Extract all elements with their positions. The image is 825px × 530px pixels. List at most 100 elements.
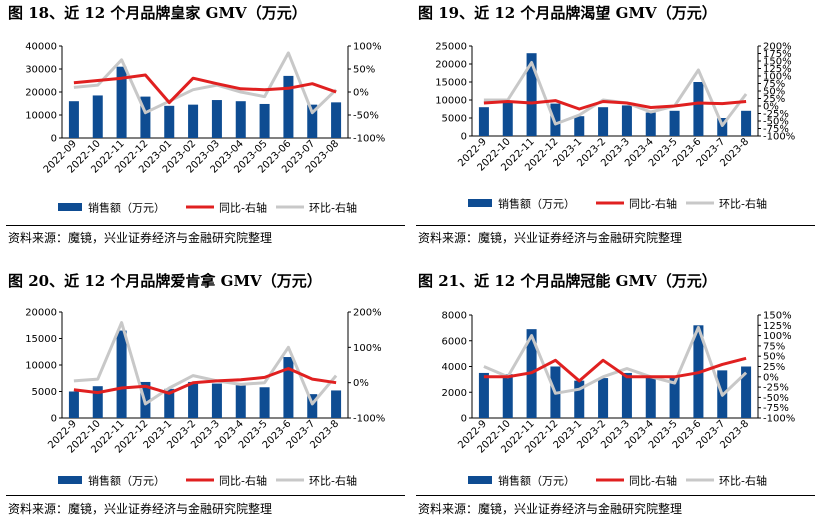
legend-label: 销售额（万元）	[498, 197, 575, 211]
right-tick-label: 150%	[763, 311, 792, 322]
bar	[550, 103, 561, 136]
right-tick-label: 175%	[763, 49, 792, 60]
bar	[211, 383, 222, 418]
mom-line	[483, 61, 748, 127]
chart-panel-4: 图 21、近 12 个月品牌冠能 GMV（万元） 0 2000 4000 6000 80…	[410, 268, 815, 530]
legend-label: 环比-右轴	[309, 201, 357, 215]
legend-label: 销售额（万元）	[88, 474, 165, 488]
legend-label: 环比-右轴	[309, 474, 357, 488]
source-note: 资料来源：魔镜，兴业证券经济与金融研究院整理	[8, 502, 273, 516]
left-tick-label: 20000	[435, 60, 467, 71]
left-tick-label: 4000	[442, 362, 467, 373]
bar	[259, 387, 270, 418]
divider-line	[6, 495, 405, 496]
right-tick-label: -50%	[763, 393, 789, 404]
bar	[693, 82, 704, 136]
bar	[116, 66, 127, 138]
chart-2-svg: 0 5000 10000 15000 20000 25000 -100%-75%-50%-2…	[435, 42, 795, 211]
bar	[502, 374, 513, 418]
right-tick-label: 0%	[353, 88, 369, 99]
left-tick-label: 10000	[25, 361, 57, 372]
chart-panel-3: 图 20、近 12 个月品牌爱肯拿 GMV（万元） 0 5000 10000 1500…	[0, 268, 405, 530]
left-tick-label: 0	[461, 132, 467, 143]
yoy-line	[73, 73, 337, 105]
legend-label: 同比-右轴	[219, 201, 267, 215]
left-tick-label: 5000	[32, 387, 57, 398]
chart-1-svg: 010000200003000040000-100%-50%0%50%100%2…	[25, 42, 385, 215]
bar	[235, 385, 246, 418]
bar	[645, 112, 656, 136]
right-tick-label: -100%	[763, 132, 795, 143]
left-tick-label: 8000	[442, 311, 467, 322]
bar	[68, 101, 79, 138]
mom-line	[73, 51, 338, 115]
left-tick-label: 40000	[25, 42, 57, 53]
bar	[116, 330, 127, 418]
right-tick-label: 75%	[763, 341, 785, 352]
right-tick-label: 50%	[353, 65, 375, 76]
right-tick-label: -50%	[763, 117, 789, 128]
bar	[140, 96, 151, 138]
right-tick-label: 50%	[763, 352, 785, 363]
bar	[478, 372, 489, 418]
bar	[574, 380, 585, 418]
figure-title: 图 18、近 12 个月品牌皇家 GMV（万元）	[8, 4, 307, 22]
figure-title: 图 19、近 12 个月品牌渴望 GMV（万元）	[418, 4, 717, 22]
bar	[259, 103, 270, 138]
figure-title: 图 20、近 12 个月品牌爱肯拿 GMV（万元）	[8, 272, 322, 290]
bar	[621, 105, 632, 136]
right-tick-label: -75%	[763, 403, 789, 414]
left-tick-label: 0	[51, 414, 57, 425]
right-tick-label: 25%	[763, 362, 785, 373]
yoy-line	[483, 356, 747, 383]
legend-swatch	[468, 476, 492, 484]
right-tick-label: 75%	[763, 79, 785, 90]
bar	[645, 375, 656, 418]
bar	[669, 110, 680, 136]
left-tick-label: 30000	[25, 65, 57, 76]
legend-swatch	[58, 476, 82, 484]
divider-line	[6, 225, 405, 226]
bar	[574, 116, 585, 136]
left-tick-label: 2000	[442, 388, 467, 399]
mom-line	[483, 325, 748, 397]
right-tick-label: 100%	[763, 72, 792, 83]
source-note: 资料来源：魔镜，兴业证券经济与金融研究院整理	[418, 231, 683, 245]
chart-3-svg: 05000100001500020000-100%0%100%200%2022-…	[25, 308, 385, 488]
left-tick-label: 15000	[25, 334, 57, 345]
bar	[307, 104, 318, 138]
bar	[188, 104, 199, 138]
mom-line	[73, 321, 338, 406]
legend-swatch	[468, 199, 492, 207]
legend-label: 环比-右轴	[719, 474, 767, 488]
bar	[669, 376, 680, 418]
right-tick-label: -50%	[353, 111, 379, 122]
source-note: 资料来源：魔镜，兴业证券经济与金融研究院整理	[418, 502, 683, 516]
source-note: 资料来源：魔镜，兴业证券经济与金融研究院整理	[8, 231, 273, 245]
left-tick-label: 25000	[435, 42, 467, 53]
yoy-line	[483, 99, 747, 111]
chart-panel-2: 图 19、近 12 个月品牌渴望 GMV（万元） 0 5000 10000 15000…	[410, 0, 815, 262]
bar	[331, 390, 342, 418]
right-tick-label: 50%	[763, 87, 785, 98]
right-tick-label: -100%	[763, 414, 795, 425]
bar	[164, 388, 175, 418]
legend-label: 销售额（万元）	[498, 474, 575, 488]
bar	[526, 53, 537, 137]
right-tick-label: -25%	[763, 109, 789, 120]
right-tick-label: 100%	[353, 343, 382, 354]
right-tick-label: 150%	[763, 57, 792, 68]
left-tick-label: 20000	[25, 88, 57, 99]
left-tick-label: 6000	[442, 336, 467, 347]
bar	[164, 105, 175, 138]
right-tick-label: 200%	[763, 42, 792, 53]
bar	[598, 378, 609, 418]
right-tick-label: 25%	[763, 94, 785, 105]
bar	[68, 391, 79, 418]
right-tick-label: -100%	[353, 414, 385, 425]
right-tick-label: 125%	[763, 64, 792, 75]
figure-title: 图 21、近 12 个月品牌冠能 GMV（万元）	[418, 272, 717, 290]
left-tick-label: 0	[51, 134, 57, 145]
right-tick-label: -75%	[763, 124, 789, 135]
legend-label: 环比-右轴	[719, 197, 767, 211]
